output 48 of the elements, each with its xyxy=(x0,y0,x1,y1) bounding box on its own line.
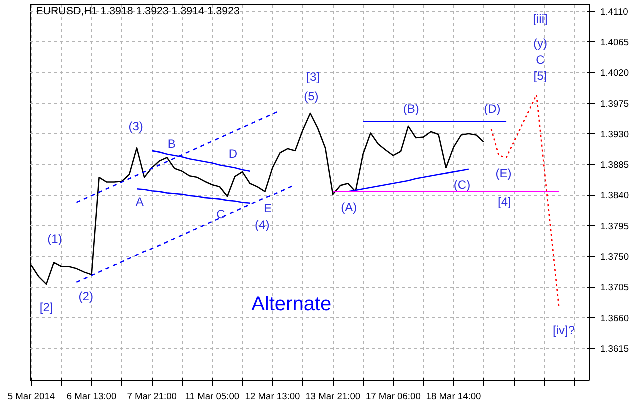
y-tick-label: 1.4065 xyxy=(600,37,630,48)
y-tick-label: 1.3615 xyxy=(600,344,630,354)
line-series xyxy=(151,150,251,172)
y-tick-label: 1.4020 xyxy=(600,68,630,78)
annotation: (1) xyxy=(48,232,62,246)
y-tick-label: 1.3930 xyxy=(600,129,630,140)
y-tick-label: 1.3750 xyxy=(600,252,630,262)
annotation: (y) xyxy=(533,36,548,51)
annotation: B xyxy=(168,137,176,152)
annotation: [5] xyxy=(534,68,548,83)
annotation: (A) xyxy=(341,200,358,215)
line-series xyxy=(348,168,470,192)
y-tick-label: 1.3885 xyxy=(600,160,630,170)
annotation: (C) xyxy=(454,178,471,192)
annotation: C xyxy=(216,207,226,222)
annotation: Alternate xyxy=(252,293,332,316)
annotation: (B) xyxy=(403,102,420,116)
annotation: (D) xyxy=(484,102,501,116)
y-tick-label: 1.3795 xyxy=(600,221,630,232)
x-tick-label: 11 Mar 05:00 xyxy=(185,392,240,402)
annotation: A xyxy=(136,194,144,209)
y-tick-label: 1.3840 xyxy=(600,190,630,201)
annotation: (3) xyxy=(128,120,144,134)
annotation: (E) xyxy=(496,166,512,180)
annotation: C xyxy=(536,53,546,68)
y-tick-label: 1.3705 xyxy=(600,282,630,293)
y-tick-label: 1.3975 xyxy=(600,98,630,109)
x-tick-label: 17 Mar 06:00 xyxy=(366,392,421,402)
annotation: (2) xyxy=(78,290,94,304)
x-tick-label: 12 Mar 13:00 xyxy=(245,392,300,402)
x-tick-label: 7 Mar 21:00 xyxy=(127,392,177,402)
line-series xyxy=(136,188,251,204)
x-tick-label: 13 Mar 21:00 xyxy=(306,392,361,402)
y-tick-label: 1.3660 xyxy=(600,313,630,324)
x-tick-label: 5 Mar 2014 xyxy=(8,392,56,402)
annotation: [4] xyxy=(498,194,512,209)
chart-title: EURUSD,H1 1.3918 1.3923 1.3914 1.3923 xyxy=(36,5,240,18)
x-tick-label: 6 Mar 13:00 xyxy=(66,392,117,402)
annotation: D xyxy=(228,146,238,161)
y-tick-label: 1.4110 xyxy=(600,6,628,17)
annotation: [iv]? xyxy=(553,324,576,338)
annotation: [3] xyxy=(306,70,320,84)
annotation: (4) xyxy=(255,218,270,232)
annotation: (5) xyxy=(304,89,319,104)
annotation: [iii] xyxy=(533,12,548,26)
annotation: E xyxy=(264,202,272,216)
x-tick-label: 18 Mar 14:00 xyxy=(426,392,482,402)
annotation: [2] xyxy=(40,300,54,314)
